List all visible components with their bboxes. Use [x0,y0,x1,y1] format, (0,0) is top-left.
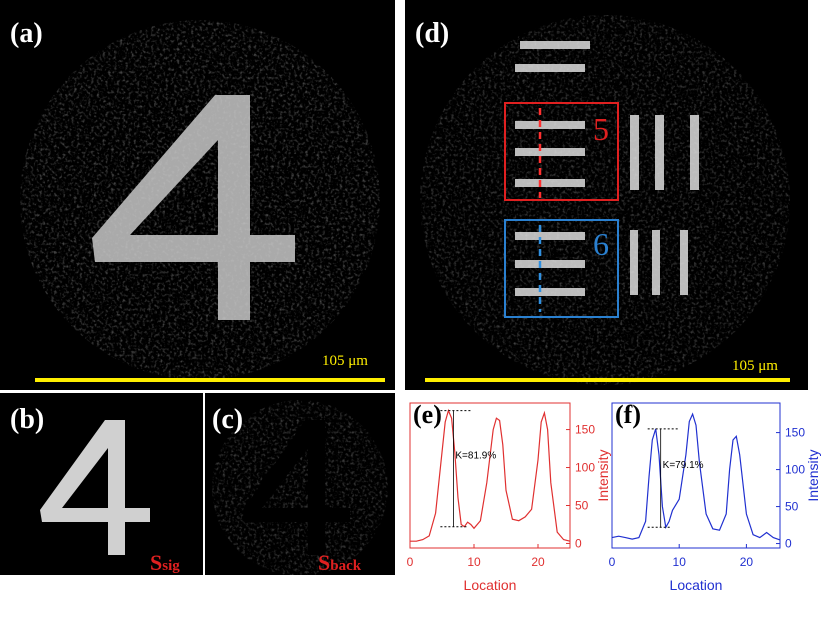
y-tick-label: 100 [785,463,805,477]
x-tick-label: 20 [531,555,545,569]
line-series [611,412,781,541]
x-axis-label: Location [670,577,723,593]
signal-label: Ssig [150,550,180,575]
digit-image [243,420,350,555]
target-bars [515,41,699,296]
panel-label: (b) [10,404,44,435]
bar-image [630,115,639,190]
bar-image [520,41,590,49]
bar-image [630,230,638,295]
y-tick-label: 0 [785,537,792,551]
panel-label: (f) [615,400,641,429]
panel-label: (a) [10,18,43,49]
y-axis-label: Intensity [595,449,611,501]
y-tick-label: 50 [785,500,799,514]
symbol: S [318,550,330,575]
y-tick-label: 150 [785,426,805,440]
panel-label: (c) [212,404,243,435]
bar-image [515,232,585,240]
annotation: K=79.1% [663,460,704,471]
scale-text: 105 μm [322,353,368,369]
box-label: 5 [593,111,609,147]
bar-image [515,260,585,268]
y-tick-label: 0 [575,536,582,550]
y-axis-label: Intensity [805,449,821,501]
annotation: K=81.9% [455,451,496,462]
x-tick-label: 0 [609,555,616,569]
box [504,102,619,201]
box [504,219,619,318]
bar-image [655,115,664,190]
digit-image [92,95,295,320]
subscript: sig [162,558,180,574]
subscript: back [330,558,362,574]
y-tick-label: 50 [575,498,589,512]
y-tick-label: 150 [575,423,595,437]
y-tick-label: 100 [575,461,595,475]
panel-label: (e) [413,400,442,429]
bar-image [515,288,585,296]
scale-text: 105 μm [732,358,778,374]
bar-image [515,121,585,129]
x-axis-label: Location [464,577,517,593]
plot-frame [409,402,571,549]
bar-image [515,148,585,156]
bar-image [515,64,585,72]
line-series [410,408,571,542]
box-label: 6 [593,226,609,262]
x-tick-label: 0 [407,555,414,569]
panel-b [0,393,203,575]
bar-image [652,230,660,295]
digit-image [40,420,150,555]
speckle-a [20,20,380,380]
symbol: S [150,550,162,575]
x-tick-label: 20 [740,555,754,569]
signal-label: Sback [318,550,362,575]
x-tick-label: 10 [673,555,687,569]
bar-image [680,230,688,295]
x-tick-label: 10 [467,555,481,569]
bar-image [515,179,585,187]
panel-label: (d) [415,18,449,49]
bar-image [690,115,699,190]
